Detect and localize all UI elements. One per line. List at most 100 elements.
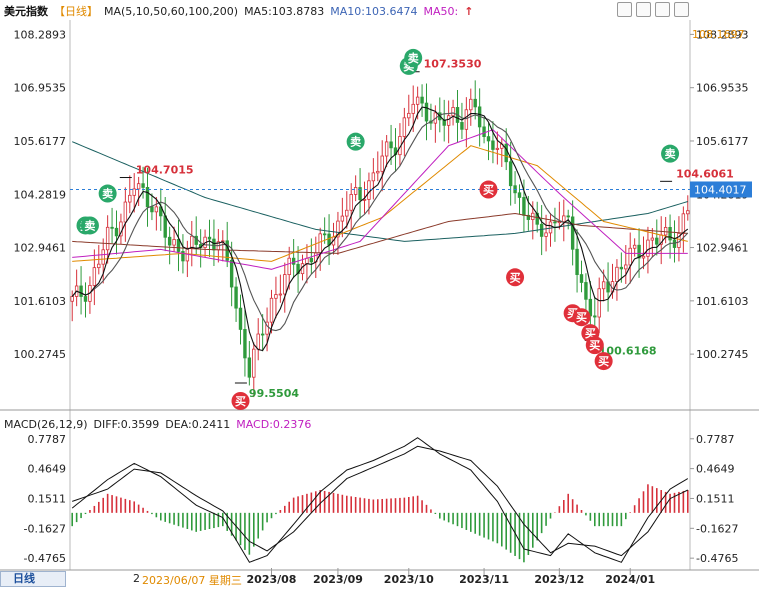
candle-body[interactable] [668, 226, 672, 241]
candle-body[interactable] [229, 259, 234, 288]
period-button[interactable]: 日线 [0, 571, 66, 587]
candle-body[interactable] [274, 294, 278, 299]
candle-body[interactable] [615, 266, 619, 282]
candle-body[interactable] [309, 257, 314, 263]
candle-body[interactable] [473, 98, 477, 108]
candle-body[interactable] [628, 247, 632, 266]
candle-body[interactable] [128, 194, 132, 203]
candle-body[interactable] [650, 237, 655, 241]
candle-body[interactable] [579, 274, 584, 283]
candle-body[interactable] [110, 226, 114, 229]
candle-body[interactable] [105, 226, 110, 251]
buy-signal-badge[interactable] [506, 268, 525, 287]
candle-body[interactable] [522, 197, 526, 216]
candle-body[interactable] [495, 147, 500, 150]
candle-body[interactable] [145, 187, 150, 208]
candle-body[interactable] [482, 126, 486, 138]
settings-icon[interactable] [617, 2, 632, 17]
candle-body[interactable] [141, 183, 145, 188]
candle-body[interactable] [424, 102, 429, 122]
candle-body[interactable] [305, 257, 309, 265]
candle-body[interactable] [575, 248, 579, 275]
candle-body[interactable] [593, 315, 597, 318]
macd-params[interactable]: MACD(26,12,9) [4, 417, 88, 431]
buy-signal-badge[interactable] [572, 308, 591, 327]
candle-body[interactable] [584, 282, 588, 300]
candle-body[interactable] [234, 286, 238, 309]
candle-body[interactable] [172, 239, 176, 246]
sell-signal-badge[interactable] [98, 184, 117, 203]
candle-body[interactable] [163, 215, 167, 238]
candle-body[interactable] [420, 96, 424, 104]
candle-body[interactable] [132, 188, 136, 196]
buy-signal-badge[interactable] [594, 352, 613, 371]
buy-signal-badge[interactable] [585, 336, 604, 355]
candle-body[interactable] [570, 216, 575, 250]
candle-body[interactable] [79, 285, 83, 297]
candle-body[interactable] [212, 238, 216, 251]
candle-body[interactable] [686, 210, 690, 215]
candle-body[interactable] [464, 109, 469, 130]
candle-body[interactable] [376, 170, 380, 174]
candle-body[interactable] [451, 107, 455, 117]
candle-body[interactable] [384, 141, 389, 157]
maximize-icon[interactable] [655, 2, 670, 17]
candle-body[interactable] [256, 333, 260, 350]
candle-body[interactable] [243, 329, 247, 359]
period-tag[interactable]: 【日线】 [54, 5, 98, 18]
buy-signal-badge[interactable] [479, 180, 498, 199]
candle-body[interactable] [349, 194, 353, 211]
candle-body[interactable] [283, 274, 287, 295]
candle-body[interactable] [207, 236, 212, 240]
candle-body[interactable] [92, 267, 97, 286]
candle-body[interactable] [646, 239, 650, 257]
candle-body[interactable] [353, 187, 358, 195]
candle-body[interactable] [411, 103, 415, 114]
candle-body[interactable] [252, 348, 256, 378]
candle-body[interactable] [123, 201, 128, 223]
ma-params[interactable]: MA(5,10,50,60,100,200) [104, 4, 239, 18]
candle-body[interactable] [380, 155, 384, 172]
candle-body[interactable] [260, 333, 265, 336]
candle-body[interactable] [655, 237, 659, 245]
candle-body[interactable] [322, 233, 327, 236]
close-icon[interactable] [674, 2, 689, 17]
sell-signal-badge[interactable] [404, 48, 423, 67]
candle-body[interactable] [70, 296, 74, 302]
candle-body[interactable] [544, 232, 548, 237]
candle-body[interactable] [101, 249, 105, 265]
candle-body[interactable] [136, 183, 141, 190]
candle-body[interactable] [641, 255, 646, 259]
buy-signal-badge[interactable] [231, 391, 250, 410]
candle-body[interactable] [287, 257, 291, 275]
candle-body[interactable] [566, 215, 570, 218]
candle-body[interactable] [407, 112, 411, 119]
candle-body[interactable] [632, 244, 637, 249]
candle-body[interactable] [402, 117, 407, 137]
candle-body[interactable] [83, 296, 88, 302]
candle-body[interactable] [624, 264, 628, 270]
candle-body[interactable] [491, 140, 495, 150]
sell-signal-badge[interactable] [80, 216, 99, 235]
candle-body[interactable] [278, 293, 283, 296]
candle-body[interactable] [526, 214, 531, 220]
candle-body[interactable] [619, 266, 624, 270]
candle-body[interactable] [247, 357, 252, 378]
candle-body[interactable] [539, 223, 544, 237]
candle-body[interactable] [446, 115, 451, 126]
candle-body[interactable] [336, 220, 340, 238]
candle-body[interactable] [553, 221, 557, 224]
candle-body[interactable] [460, 122, 464, 130]
candle-body[interactable] [517, 192, 522, 198]
candle-body[interactable] [504, 143, 508, 163]
candle-body[interactable] [176, 239, 181, 252]
candle-body[interactable] [508, 161, 513, 187]
candle-body[interactable] [637, 244, 641, 259]
candle-body[interactable] [327, 233, 331, 246]
candle-body[interactable] [97, 263, 101, 269]
candle-body[interactable] [358, 187, 362, 201]
candle-body[interactable] [238, 307, 243, 330]
candle-body[interactable] [318, 233, 322, 254]
sell-signal-badge[interactable] [661, 144, 680, 163]
candle-body[interactable] [601, 281, 606, 290]
